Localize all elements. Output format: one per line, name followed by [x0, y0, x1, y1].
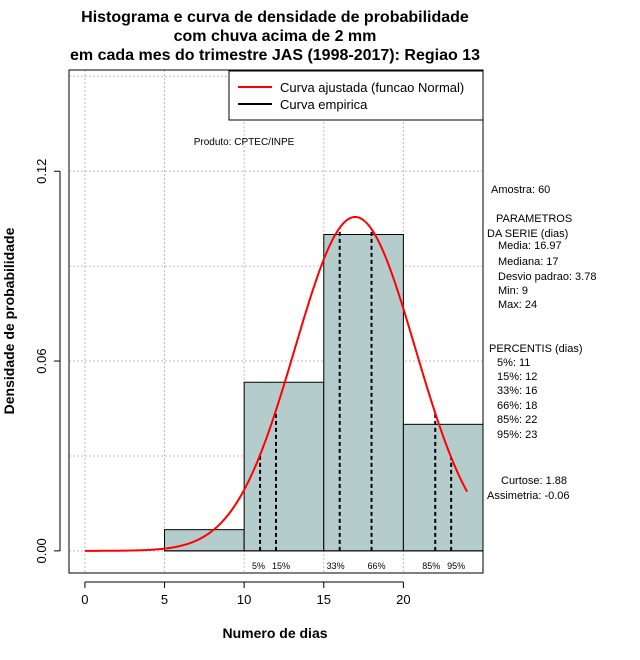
histogram-bars	[164, 234, 484, 552]
plot-frame	[68, 69, 484, 574]
x-tick-label-2: 10	[237, 592, 251, 607]
percentile-label-4: 85%	[422, 561, 440, 571]
y-tick-label-1: 0.06	[34, 348, 49, 373]
y-axis-label: Densidade de probabilidade	[1, 227, 17, 414]
source-label: Produto: CPTEC/INPE	[194, 137, 295, 148]
legend-label-0: Curva ajustada (funcao Normal)	[280, 80, 464, 95]
stats-line-11: 33%: 16	[497, 385, 537, 397]
x-tick-label-1: 5	[161, 592, 168, 607]
percentile-label-5: 95%	[447, 561, 465, 571]
normal-curve-layer	[84, 215, 468, 552]
stats-line-4: Mediana: 17	[498, 256, 559, 268]
legend: Curva ajustada (funcao Normal) Curva empi…	[228, 70, 484, 121]
stats-line-14: 95%: 23	[497, 429, 537, 441]
stats-line-12: 66%: 18	[497, 400, 537, 412]
x-tick-label-3: 15	[317, 592, 331, 607]
legend-label-1: Curva empirica	[280, 97, 368, 112]
y-axis: 0.00 0.06 0.12	[34, 159, 61, 564]
stats-line-10: 15%: 12	[497, 371, 537, 383]
chart-title: Histograma e curva de densidade de proba…	[70, 9, 480, 64]
percentile-lines: 5% 15% 33% 66% 85% 95%	[252, 227, 465, 571]
x-axis: 0 5 10 15 20	[81, 581, 411, 607]
stats-line-1: PARAMETROS	[496, 213, 572, 225]
percentile-label-1: 15%	[272, 561, 290, 571]
percentile-label-2: 33%	[327, 561, 345, 571]
histogram-bar-2	[323, 234, 404, 552]
stats-line-9: 5%: 11	[497, 357, 530, 369]
percentile-label-3: 66%	[368, 561, 386, 571]
stats-line-2: DA SERIE (dias)	[487, 228, 568, 240]
title-line-1: Histograma e curva de densidade de proba…	[81, 9, 469, 26]
percentile-label-0: 5%	[252, 561, 265, 571]
legend-box	[228, 70, 484, 121]
stats-line-6: Min: 9	[498, 285, 528, 297]
y-tick-label-2: 0.12	[34, 159, 49, 184]
stats-line-0: Amostra: 60	[491, 184, 550, 196]
stats-line-8: PERCENTIS (dias)	[489, 343, 583, 355]
title-line-3: em cada mes do trimestre JAS (1998-2017)…	[70, 47, 480, 64]
stats-line-13: 85%: 22	[497, 414, 537, 426]
stats-line-15: Curtose: 1.88	[501, 475, 567, 487]
stats-line-3: Media: 16.97	[498, 240, 562, 252]
x-tick-label-4: 20	[396, 592, 410, 607]
x-axis-label: Numero de dias	[222, 625, 327, 641]
histogram-bar-3	[402, 423, 484, 552]
stats-line-7: Max: 24	[498, 299, 537, 311]
normal-curve-line	[84, 215, 468, 552]
x-tick-label-0: 0	[81, 592, 88, 607]
title-line-2: com chuva acima de 2 mm	[174, 28, 377, 45]
y-tick-label-0: 0.00	[34, 538, 49, 563]
stats-line-5: Desvio padrao: 3.78	[498, 271, 596, 283]
stats-line-16: Assimetria: -0.06	[487, 490, 570, 502]
